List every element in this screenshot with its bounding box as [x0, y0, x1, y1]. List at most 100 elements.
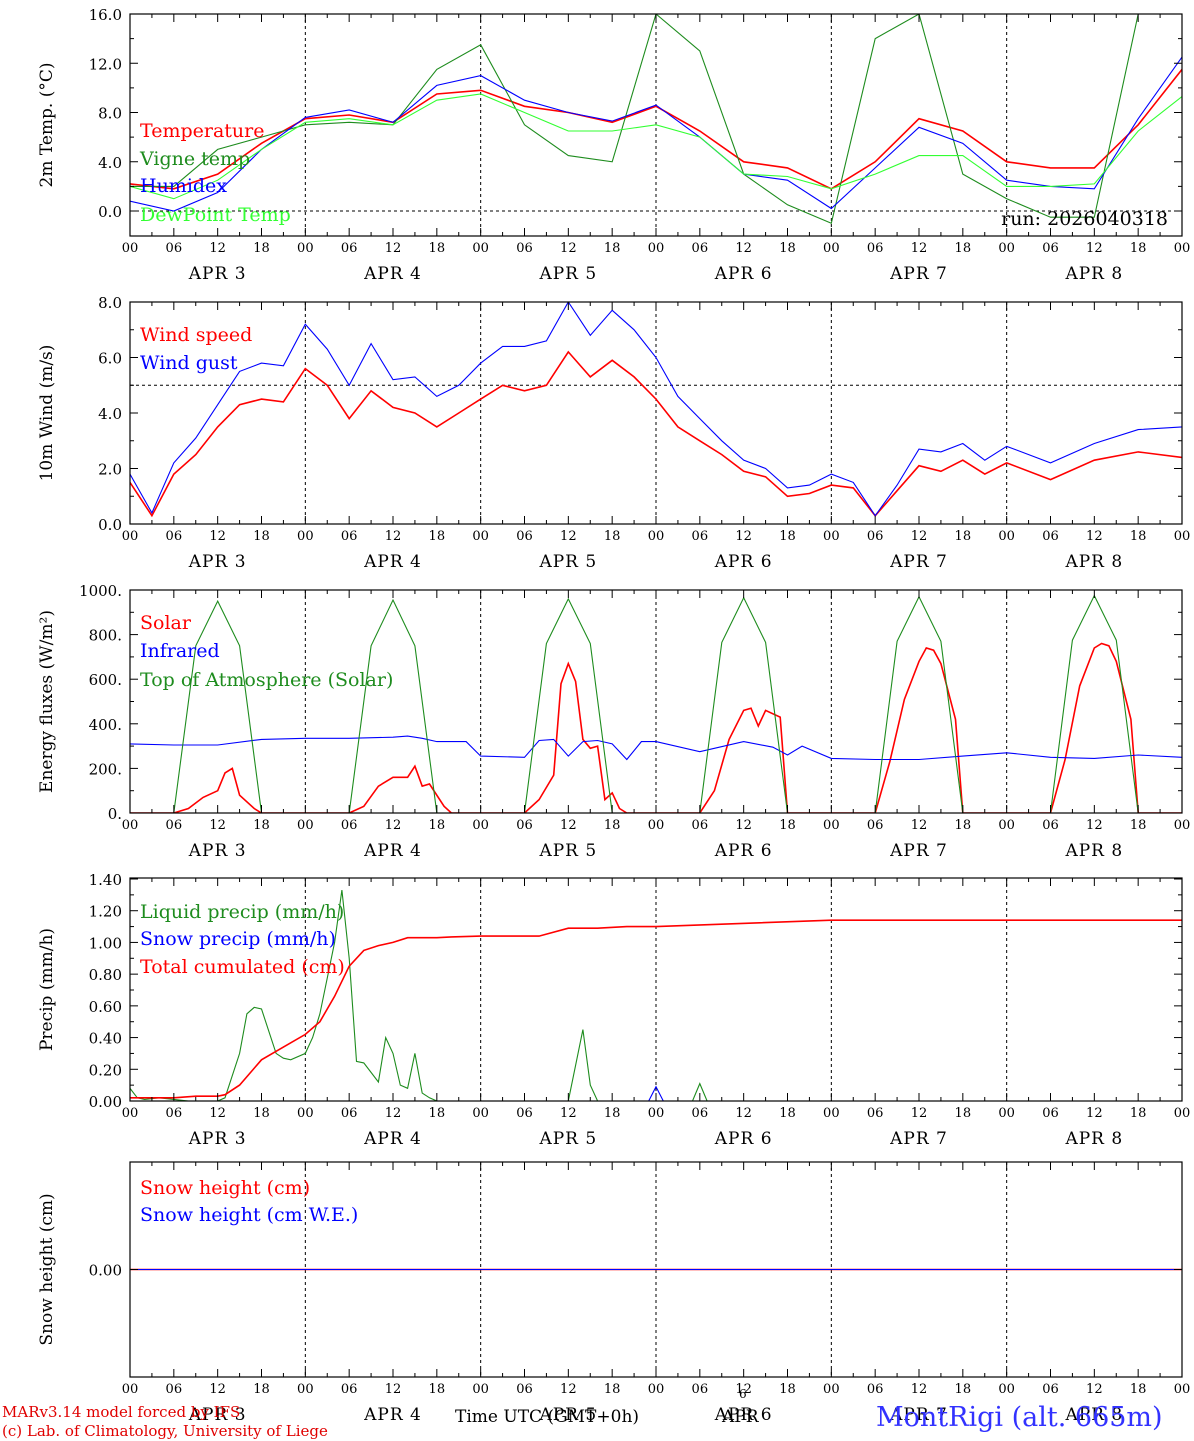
x-tick-label: 06 [1042, 241, 1059, 256]
y-axis-title: Energy fluxes (W/m²) [37, 610, 57, 793]
x-tick-label: 06 [166, 1382, 183, 1397]
x-tick-label: 18 [253, 529, 270, 544]
x-tick-label: 18 [253, 818, 270, 833]
y-tick-label: 1.00 [89, 934, 122, 952]
x-tick-label: 12 [560, 1382, 577, 1397]
y-tick-label: 200. [89, 760, 122, 778]
day-label: APR 8 [1064, 841, 1123, 861]
x-tick-label: 00 [823, 1382, 840, 1397]
x-tick-label: 12 [1086, 529, 1103, 544]
legend-entry: Snow height (cm W.E.) [140, 1204, 358, 1226]
x-tick-label: 18 [604, 1382, 621, 1397]
x-tick-label: 00 [648, 1382, 665, 1397]
day-label: APR 8 [1064, 552, 1123, 572]
run-annotation: run: 2026040318 [1001, 208, 1168, 230]
day-label: APR 7 [889, 1405, 948, 1425]
x-tick-label: 00 [122, 1106, 139, 1121]
x-tick-label: 12 [560, 241, 577, 256]
x-tick-label: 06 [166, 1106, 183, 1121]
x-tick-label: 18 [604, 241, 621, 256]
x-tick-label: 06 [692, 529, 709, 544]
x-tick-label: 18 [1130, 1382, 1147, 1397]
y-axis-title: 2m Temp. (°C) [37, 62, 57, 187]
y-tick-label: 6.0 [98, 350, 122, 368]
x-tick-label: 18 [1130, 818, 1147, 833]
x-tick-label: 18 [955, 241, 972, 256]
series-line-snow-precip-mm-h [130, 1085, 1182, 1101]
legend-entry: Top of Atmosphere (Solar) [140, 669, 393, 691]
x-tick-label: 18 [253, 1382, 270, 1397]
x-tick-label: 12 [209, 1106, 226, 1121]
series-line-humidex [130, 56, 1182, 212]
x-tick-label: 00 [297, 818, 314, 833]
x-tick-label: 12 [209, 241, 226, 256]
legend-entry: Infrared [140, 640, 220, 662]
x-tick-label: 12 [385, 529, 402, 544]
x-tick-label: 18 [779, 241, 796, 256]
day-label: APR 3 [188, 552, 247, 572]
day-label: APR 6 [714, 552, 773, 572]
x-tick-label: 12 [911, 818, 928, 833]
y-tick-label: 0. [108, 805, 122, 823]
day-label: APR 4 [363, 552, 422, 572]
x-tick-label: 06 [692, 818, 709, 833]
day-label: APR 6 [714, 1405, 773, 1425]
x-tick-label: 06 [166, 818, 183, 833]
panel-frame [129, 589, 1183, 814]
series-line-wind-gust [130, 302, 1182, 517]
x-tick-label: 12 [385, 1106, 402, 1121]
x-tick-label: 18 [955, 529, 972, 544]
y-tick-label: 1.40 [89, 871, 122, 889]
x-tick-label: 00 [648, 818, 665, 833]
day-label: APR 6 [714, 1129, 773, 1149]
x-tick-label: 06 [341, 529, 358, 544]
x-tick-label: 00 [998, 529, 1015, 544]
panel-3: 00 06 12 18 00 06 12 18 00 06 12 18 00 06 12 18 00 06 12 18… [37, 582, 1190, 861]
series-line-wind-speed [130, 350, 1182, 518]
panel-5: 00 06 12 18 00 06 12 18 00 06 12 18 00 06 12 18 00 06 12 18… [37, 1161, 1190, 1425]
x-tick-label: 12 [385, 241, 402, 256]
x-tick-label: 00 [823, 818, 840, 833]
day-label: APR 5 [538, 552, 597, 572]
x-tick-label: 18 [604, 529, 621, 544]
y-tick-label: 4.0 [98, 154, 122, 172]
x-tick-label: 06 [692, 1106, 709, 1121]
x-tick-label: 06 [341, 1382, 358, 1397]
x-tick-label: 12 [735, 1382, 752, 1397]
x-tick-label: 06 [692, 1382, 709, 1397]
x-tick-label: 06 [516, 1106, 533, 1121]
x-tick-label: 18 [604, 818, 621, 833]
day-label: APR 5 [538, 1405, 597, 1425]
x-tick-label: 18 [955, 818, 972, 833]
x-tick-label: 00 [648, 241, 665, 256]
day-label: APR 6 [714, 841, 773, 861]
x-tick-label: 12 [209, 529, 226, 544]
x-tick-label: 18 [429, 818, 446, 833]
x-tick-label: 12 [1086, 1106, 1103, 1121]
y-tick-label: 800. [89, 627, 122, 645]
x-tick-label: 06 [867, 1382, 884, 1397]
x-tick-label: 06 [341, 241, 358, 256]
series-line-temperature [130, 68, 1182, 190]
legend-entry: Wind speed [140, 324, 252, 346]
y-tick-label: 0.80 [89, 966, 122, 984]
x-tick-label: 06 [516, 1382, 533, 1397]
day-label: APR 3 [188, 841, 247, 861]
x-tick-label: 18 [779, 1382, 796, 1397]
x-tick-label: 00 [823, 529, 840, 544]
panel-1: 00 06 12 18 00 06 12 18 00 06 12 18 00 06 12 18 00 06 12 18… [37, 6, 1190, 284]
x-tick-label: 12 [735, 529, 752, 544]
x-tick-label: 12 [1086, 1382, 1103, 1397]
day-label: APR 6 [714, 264, 773, 284]
x-tick-label: 06 [516, 529, 533, 544]
x-tick-label: 06 [1042, 1382, 1059, 1397]
x-tick-label: 18 [779, 529, 796, 544]
x-tick-label: 18 [604, 1106, 621, 1121]
x-tick-label: 00 [998, 1106, 1015, 1121]
y-axis-title: 10m Wind (m/s) [37, 345, 57, 482]
x-tick-label: 06 [516, 818, 533, 833]
panel-4: 00 06 12 18 00 06 12 18 00 06 12 18 00 06 12 18 00 06 12 18… [37, 871, 1190, 1149]
x-tick-label: 00 [122, 529, 139, 544]
center-day-number: 6 [739, 1387, 747, 1401]
